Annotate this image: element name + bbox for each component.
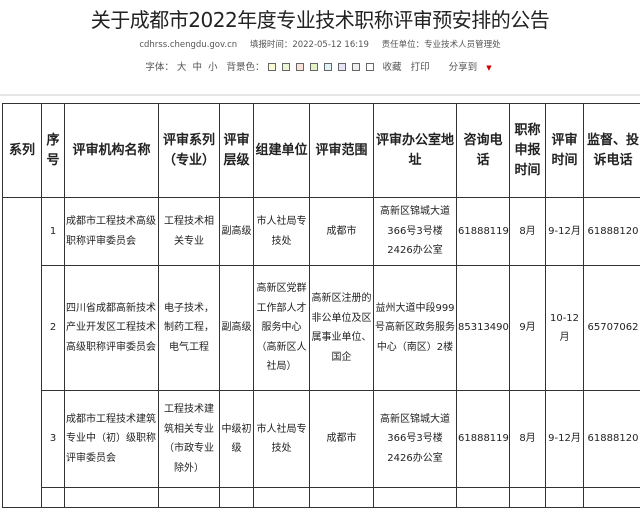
divider [0,94,640,96]
share-label: 分享到 [449,62,478,73]
table-cell [220,488,254,508]
table-cell: 市人社局专技处 [254,198,310,266]
table-cell [457,488,510,508]
bg-color-swatch[interactable] [352,63,360,71]
font-small-button[interactable]: 小 [208,62,218,73]
table-cell: 工程技术相关专业 [159,198,220,266]
column-header: 评审时间 [546,104,584,198]
column-header: 评审范围 [310,104,374,198]
table-cell [42,488,65,508]
filled-time: 填报时间：2022-05-12 16:19 [250,40,369,50]
table-cell: 工程技术建筑相关专业（市政专业除外） [159,391,220,488]
responsible-unit: 责任单位：专业技术人员管理处 [382,40,501,50]
table-cell: 高新区注册的非公单位及区属事业单位、国企 [310,266,374,391]
table-cell: 电子技术，制药工程，电气工程 [159,266,220,391]
bg-color-swatch[interactable] [282,63,290,71]
table-cell: 成都市工程技术高级职称评审委员会 [65,198,159,266]
table-cell [510,488,546,508]
table-cell: 10-12月 [546,266,584,391]
table-cell [310,488,374,508]
table-cell: 8月 [510,198,546,266]
bg-color-label: 背景色： [227,62,265,73]
article-toolbar: 字体：大中小 背景色： 收藏 打印 分享到 ▼ [0,59,640,73]
table-cell: 成都市工程技术建筑专业中（初）级职称评审委员会 [65,391,159,488]
table-cell: 61888120 [584,391,640,488]
column-header: 系列 [3,104,42,198]
table-cell: 9-12月 [546,391,584,488]
article-meta: cdhrss.chengdu.gov.cn 填报时间：2022-05-12 16… [0,38,640,50]
table-cell: 高新区锦城大道366号3号楼2426办公室 [374,198,457,266]
table-cell: 9月 [510,266,546,391]
table-cell: 成都市 [310,391,374,488]
table-cell [159,488,220,508]
table-cell: 61888119 [457,198,510,266]
table-cell: 2 [42,266,65,391]
column-header: 评审层级 [220,104,254,198]
table-cell: 3 [42,391,65,488]
series-cell [3,198,42,508]
table-cell: 65707062 [584,266,640,391]
table-cell [254,488,310,508]
table-cell [546,488,584,508]
font-medium-button[interactable]: 中 [192,62,202,73]
bg-color-swatch[interactable] [324,63,332,71]
table-cell: 中级初级 [220,391,254,488]
table-cell [374,488,457,508]
share-button[interactable]: 分享到 ▼ [446,62,495,73]
table-cell: 1 [42,198,65,266]
bg-color-swatches [265,62,377,73]
table-cell: 市人社局专技处 [254,391,310,488]
table-cell [584,488,640,508]
column-header: 评审系列（专业） [159,104,220,198]
caret-down-icon: ▼ [486,64,491,72]
review-schedule-table: 系列序号评审机构名称评审系列（专业）评审层级组建单位评审范围评审办公室地址咨询电… [2,103,640,508]
column-header: 职称申报时间 [510,104,546,198]
bg-color-swatch[interactable] [338,63,346,71]
column-header: 序号 [42,104,65,198]
column-header: 评审办公室地址 [374,104,457,198]
table-cell: 四川省成都高新技术产业开发区工程技术高级职称评审委员会 [65,266,159,391]
font-size-label: 字体： [145,62,174,73]
table-cell: 副高级 [220,198,254,266]
table-cell: 副高级 [220,266,254,391]
table-cell: 高新区党群工作部人才服务中心（高新区人社局） [254,266,310,391]
favorite-button[interactable]: 收藏 [383,62,402,73]
column-header: 评审机构名称 [65,104,159,198]
bg-color-swatch[interactable] [310,63,318,71]
column-header: 监督、投诉电话 [584,104,640,198]
table-cell: 成都市 [310,198,374,266]
bg-color-swatch[interactable] [296,63,304,71]
table-cell: 61888120 [584,198,640,266]
font-large-button[interactable]: 大 [177,62,187,73]
table-cell: 益州大道中段999号高新区政务服务中心（南区）2楼 [374,266,457,391]
column-header: 咨询电话 [457,104,510,198]
table-cell: 9-12月 [546,198,584,266]
table-cell: 高新区锦城大道366号3号楼2426办公室 [374,391,457,488]
table-cell: 8月 [510,391,546,488]
table-cell: 85313490 [457,266,510,391]
table-cell: 61888119 [457,391,510,488]
print-button[interactable]: 打印 [411,62,430,73]
bg-color-swatch[interactable] [268,63,276,71]
page-title: 关于成都市2022年度专业技术职称评审预安排的公告 [0,4,640,33]
site-domain: cdhrss.chengdu.gov.cn [139,40,237,50]
column-header: 组建单位 [254,104,310,198]
bg-color-swatch[interactable] [366,63,374,71]
table-cell [65,488,159,508]
